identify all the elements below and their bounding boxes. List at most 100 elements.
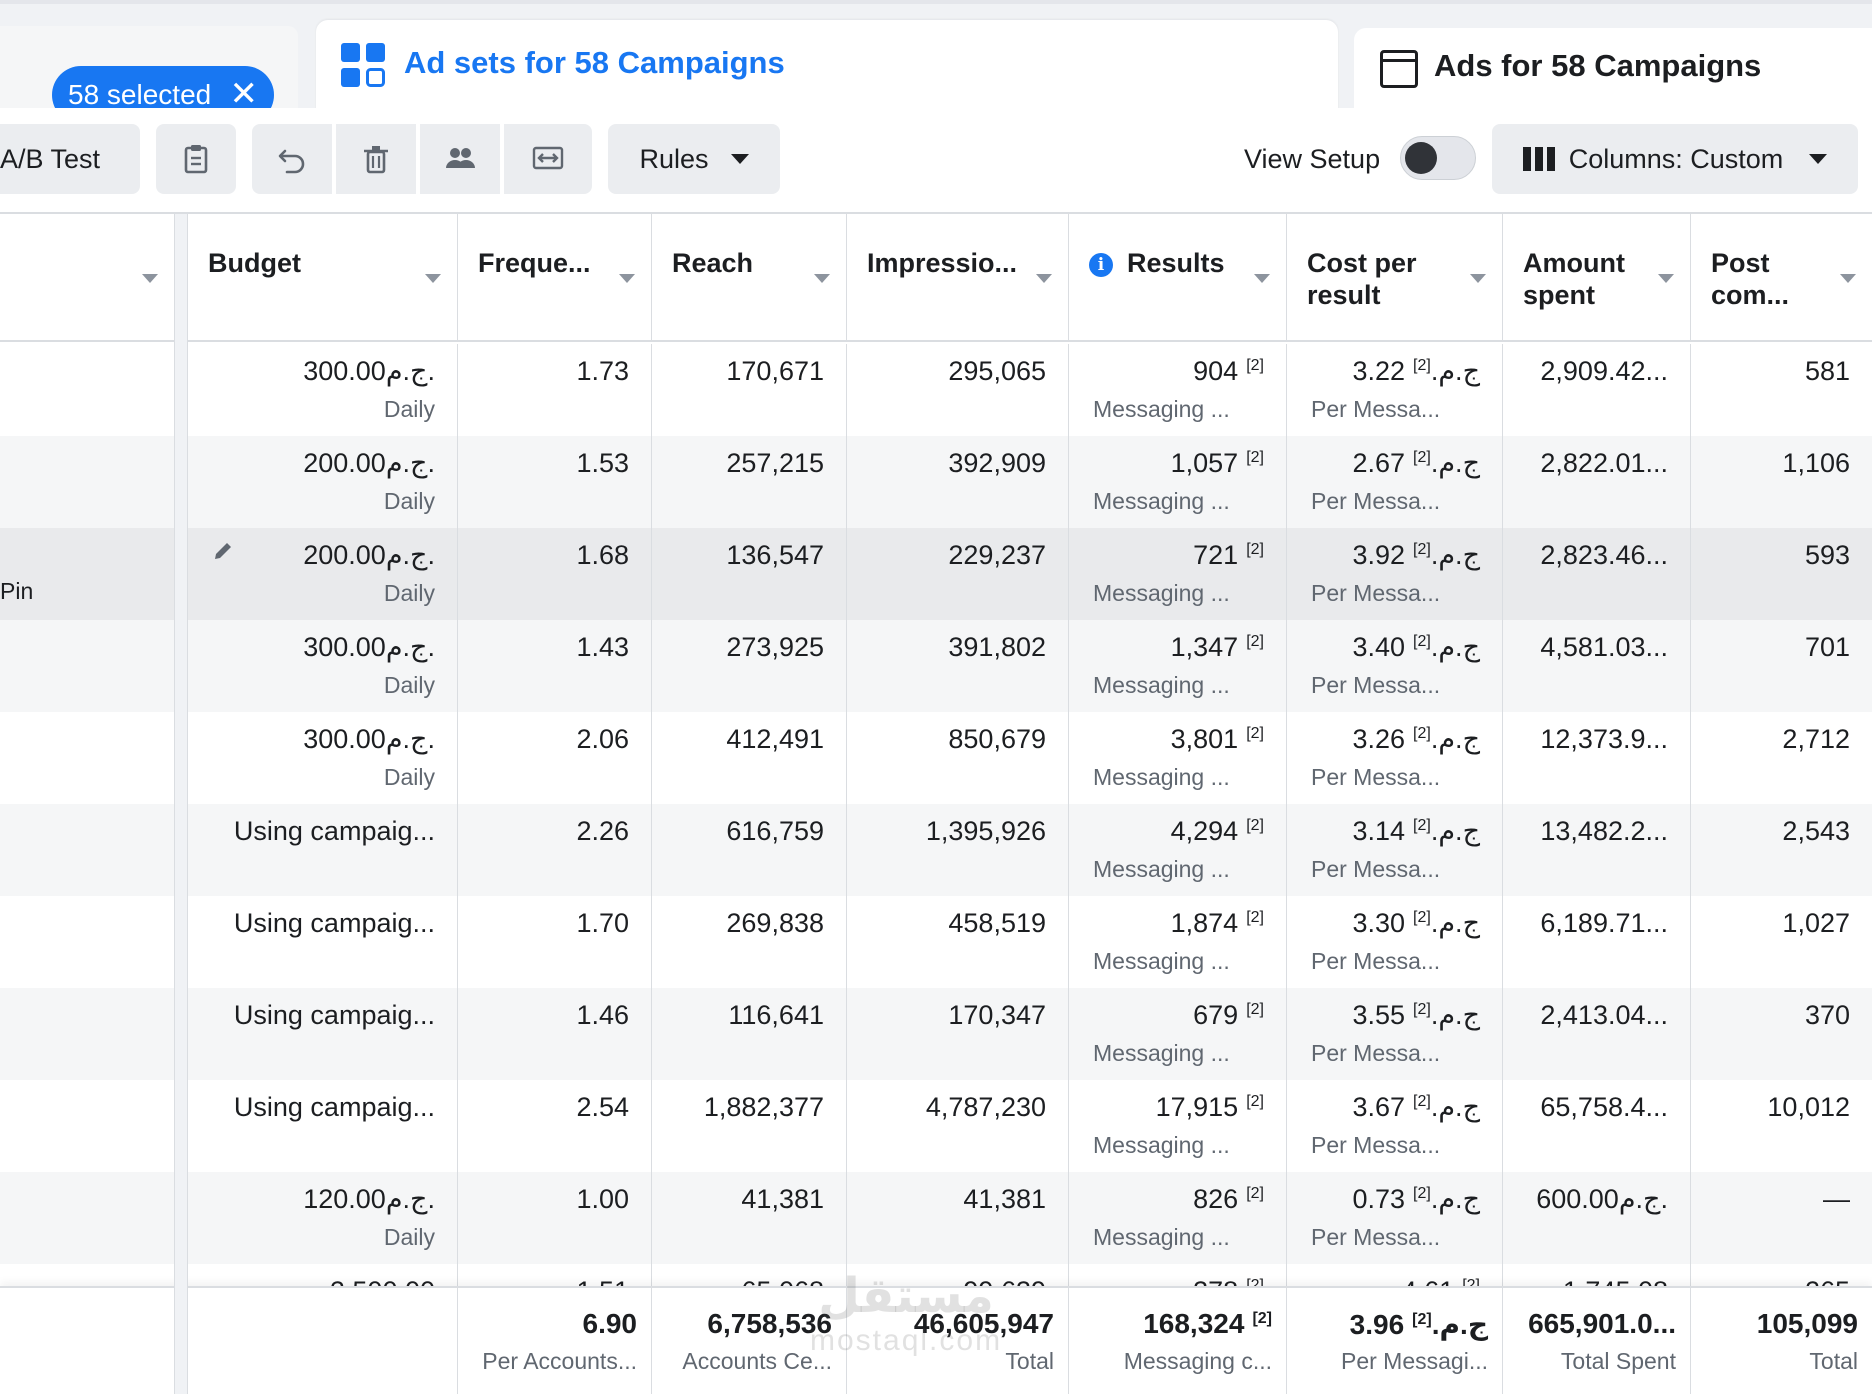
table-row[interactable]: 200.00ج.م. Daily 1.53 257,215 392,909 1,057 [2…	[0, 436, 1872, 528]
cell-budget[interactable]: Using campaig...	[188, 804, 458, 896]
table-row[interactable]: Using campaig... 2.26 616,759 1,395,926 4,29…	[0, 804, 1872, 896]
header-reach[interactable]: Reach	[652, 214, 847, 342]
duplicate-button[interactable]	[156, 124, 236, 194]
footnote-marker[interactable]: [2]	[1246, 541, 1264, 558]
comments-value: 370	[1804, 1000, 1850, 1030]
impressions-main: 458,519	[948, 908, 1046, 939]
header-name[interactable]	[0, 214, 175, 342]
sort-caret-icon[interactable]	[1470, 274, 1486, 283]
sort-caret-icon[interactable]	[425, 274, 441, 283]
undo-button[interactable]	[252, 124, 332, 194]
cell-budget[interactable]: 300.00ج.م. Daily	[188, 620, 458, 712]
header-post-comments[interactable]: Post com...	[1691, 214, 1872, 342]
delete-button[interactable]	[336, 124, 416, 194]
row-name-cell[interactable]	[0, 988, 175, 1080]
impressions-main: 391,802	[948, 632, 1046, 663]
comments-main: 581	[1805, 356, 1850, 387]
footnote-marker[interactable]: [2]	[1413, 357, 1431, 374]
header-budget[interactable]: Budget	[188, 214, 458, 342]
sort-caret-icon[interactable]	[814, 274, 830, 283]
footnote-marker[interactable]: [2]	[1246, 357, 1264, 374]
budget-value: 300.00ج.م.	[303, 724, 435, 754]
row-name-cell[interactable]	[0, 804, 175, 896]
sort-caret-icon[interactable]	[1658, 274, 1674, 283]
footnote-marker[interactable]: [2]	[1246, 1001, 1264, 1018]
footnote-marker[interactable]: [2]	[1413, 1185, 1431, 1202]
impressions-value: 458,519	[948, 908, 1046, 938]
footnote-marker[interactable]: [2]	[1246, 817, 1264, 834]
pin-button[interactable]: ✎Pin	[0, 578, 33, 605]
trash-icon	[364, 146, 388, 174]
header-amount-spent[interactable]: Amount spent	[1503, 214, 1691, 342]
footnote-marker[interactable]: [2]	[1413, 1001, 1431, 1018]
cell-budget[interactable]: 120.00ج.م. Daily	[188, 1172, 458, 1264]
table-row[interactable]: 300.00ج.م. Daily 2.06 412,491 850,679 3,801 [2…	[0, 712, 1872, 804]
columns-dropdown[interactable]: Columns: Custom	[1492, 124, 1858, 194]
footnote-marker[interactable]: [2]	[1413, 633, 1431, 650]
header-budget-label: Budget	[208, 248, 301, 278]
table-row[interactable]: Using campaig... 1.46 116,641 170,347 679 [2]…	[0, 988, 1872, 1080]
audience-button[interactable]	[420, 124, 500, 194]
row-name-cell[interactable]	[0, 1172, 175, 1264]
footnote-marker[interactable]: [2]	[1412, 1311, 1432, 1328]
sort-caret-icon[interactable]	[142, 274, 158, 283]
row-name-cell[interactable]	[0, 344, 175, 436]
cell-budget[interactable]: Using campaig...	[188, 896, 458, 988]
tab-campaigns[interactable]: 58 selected ✕	[0, 26, 298, 124]
cell-budget[interactable]: Using campaig...	[188, 988, 458, 1080]
row-name-cell[interactable]	[0, 436, 175, 528]
header-results[interactable]: i Results	[1069, 214, 1287, 342]
rules-dropdown[interactable]: Rules	[608, 124, 780, 194]
footnote-marker[interactable]: [2]	[1252, 1310, 1272, 1327]
tab-ad-sets[interactable]: Ad sets for 58 Campaigns	[316, 20, 1338, 120]
footnote-marker[interactable]: [2]	[1413, 909, 1431, 926]
cell-budget[interactable]: Using campaig...	[188, 1080, 458, 1172]
sort-caret-icon[interactable]	[1840, 274, 1856, 283]
frozen-column-divider[interactable]	[174, 214, 188, 1394]
footnote-marker[interactable]: [2]	[1413, 725, 1431, 742]
cell-impressions: 170,347	[847, 988, 1069, 1080]
footnote-marker[interactable]: [2]	[1246, 1093, 1264, 1110]
cell-budget[interactable]: 200.00ج.م. Daily	[188, 528, 458, 620]
export-button[interactable]	[504, 124, 592, 194]
clipboard-icon	[184, 145, 208, 174]
edit-pencil-icon[interactable]	[212, 540, 234, 562]
header-frequency[interactable]: Freque...	[458, 214, 652, 342]
sort-caret-icon[interactable]	[1036, 274, 1052, 283]
footnote-marker[interactable]: [2]	[1246, 1185, 1264, 1202]
info-icon[interactable]: i	[1089, 253, 1113, 277]
budget-main: Using campaig...	[234, 1000, 435, 1031]
clear-selection-icon[interactable]: ✕	[229, 75, 259, 113]
table-row[interactable]: Using campaig... 1.70 269,838 458,519 1,874 […	[0, 896, 1872, 988]
cell-budget[interactable]: 300.00ج.م. Daily	[188, 712, 458, 804]
ab-test-button[interactable]: A/B Test	[0, 124, 140, 194]
table-row[interactable]: 120.00ج.م. Daily 1.00 41,381 41,381 826 [2] Mes…	[0, 1172, 1872, 1264]
footnote-marker[interactable]: [2]	[1413, 817, 1431, 834]
row-name-cell[interactable]: ✎Pin	[0, 528, 175, 620]
footnote-marker[interactable]: [2]	[1246, 633, 1264, 650]
cell-budget[interactable]: 200.00ج.م. Daily	[188, 436, 458, 528]
table-row[interactable]: 300.00ج.م. Daily 1.73 170,671 295,065 904 [2] M…	[0, 344, 1872, 436]
sort-caret-icon[interactable]	[619, 274, 635, 283]
cell-cpr: 0.73ج.م.[2] Per Messa...	[1287, 1172, 1503, 1264]
row-name-cell[interactable]	[0, 620, 175, 712]
view-setup-toggle[interactable]	[1400, 136, 1476, 180]
footnote-marker[interactable]: [2]	[1413, 541, 1431, 558]
row-name-cell[interactable]	[0, 1080, 175, 1172]
row-name-cell[interactable]	[0, 712, 175, 804]
footnote-marker[interactable]: [2]	[1246, 909, 1264, 926]
header-cost-per-result[interactable]: Cost per result	[1287, 214, 1503, 342]
cell-impressions: 295,065	[847, 344, 1069, 436]
sort-caret-icon[interactable]	[1254, 274, 1270, 283]
footnote-marker[interactable]: [2]	[1413, 449, 1431, 466]
footnote-marker[interactable]: [2]	[1246, 725, 1264, 742]
row-name-cell[interactable]	[0, 896, 175, 988]
table-row[interactable]: 300.00ج.م. Daily 1.43 273,925 391,802 1,347 [2…	[0, 620, 1872, 712]
footnote-marker[interactable]: [2]	[1246, 449, 1264, 466]
footnote-marker[interactable]: [2]	[1413, 1093, 1431, 1110]
header-impressions[interactable]: Impressio...	[847, 214, 1069, 342]
table-row[interactable]: ✎Pin 200.00ج.م. Daily 1.68 136,547 229,237 721…	[0, 528, 1872, 620]
cell-budget[interactable]: 300.00ج.م. Daily	[188, 344, 458, 436]
table-row[interactable]: Using campaig... 2.54 1,882,377 4,787,230 17…	[0, 1080, 1872, 1172]
tab-ads[interactable]: Ads for 58 Campaigns	[1354, 28, 1872, 108]
